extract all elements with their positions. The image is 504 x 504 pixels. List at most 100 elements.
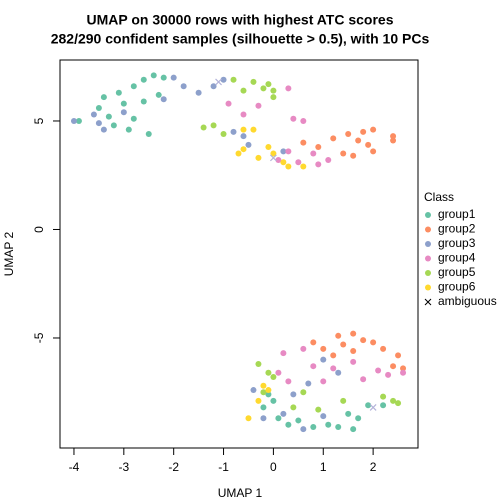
point <box>380 345 387 352</box>
legend-label: group6 <box>438 280 476 294</box>
point <box>240 133 247 140</box>
legend-label: group2 <box>438 222 476 236</box>
point <box>315 406 322 413</box>
point <box>220 76 227 83</box>
point <box>260 389 267 396</box>
point <box>270 397 277 404</box>
point <box>290 404 297 411</box>
point <box>365 141 372 148</box>
point <box>360 376 367 383</box>
point <box>250 78 257 85</box>
point <box>285 163 292 170</box>
point <box>335 423 342 430</box>
point <box>240 111 247 118</box>
point <box>240 87 247 94</box>
point <box>265 81 272 88</box>
point <box>210 122 217 129</box>
point <box>115 89 122 96</box>
x-axis-label: UMAP 1 <box>218 486 263 500</box>
point <box>305 380 312 387</box>
point <box>260 85 267 92</box>
point <box>260 382 267 389</box>
point <box>390 137 397 144</box>
x-tick-label: -3 <box>118 460 129 474</box>
point <box>95 104 102 111</box>
point <box>280 350 287 357</box>
point <box>245 141 252 148</box>
point <box>230 128 237 135</box>
point <box>295 417 302 424</box>
point <box>310 339 317 346</box>
point <box>125 126 132 133</box>
point <box>340 341 347 348</box>
point <box>380 393 387 400</box>
point <box>360 128 367 135</box>
point <box>370 148 377 155</box>
point <box>370 126 377 133</box>
legend-label: group5 <box>438 265 476 279</box>
point <box>270 94 277 101</box>
point <box>340 150 347 157</box>
point <box>105 113 112 120</box>
legend-marker <box>425 270 431 276</box>
x-tick-label: -2 <box>168 460 179 474</box>
point <box>275 415 282 422</box>
point <box>170 74 177 81</box>
point <box>315 144 322 151</box>
point <box>310 423 317 430</box>
point <box>310 150 317 157</box>
x-tick-label: 2 <box>370 460 377 474</box>
point <box>260 404 267 411</box>
point <box>140 98 147 105</box>
point <box>295 159 302 166</box>
point <box>130 115 137 122</box>
point <box>285 421 292 428</box>
point <box>220 130 227 137</box>
legend-label: group1 <box>438 207 476 221</box>
chart-title: UMAP on 30000 rows with highest ATC scor… <box>86 12 393 28</box>
point <box>320 378 327 385</box>
point <box>240 146 247 153</box>
point <box>390 363 397 370</box>
point <box>320 413 327 420</box>
point <box>315 161 322 168</box>
point <box>255 361 262 368</box>
point <box>395 352 402 359</box>
point <box>270 150 277 157</box>
point <box>250 126 257 133</box>
chart-subtitle: 282/290 confident samples (silhouette > … <box>51 31 430 47</box>
point <box>265 144 272 151</box>
point <box>260 415 267 422</box>
point <box>265 387 272 394</box>
point <box>325 157 332 164</box>
legend-label: ambiguous <box>438 294 497 308</box>
point <box>225 100 232 107</box>
point <box>300 139 307 146</box>
legend-marker <box>425 241 431 247</box>
point <box>340 397 347 404</box>
legend-marker <box>425 255 431 262</box>
point <box>200 124 207 131</box>
point <box>155 91 162 98</box>
legend-label: group3 <box>438 236 476 250</box>
point <box>335 332 342 339</box>
point <box>255 397 262 404</box>
point <box>350 358 357 365</box>
point <box>95 120 102 127</box>
point <box>300 345 307 352</box>
point <box>75 117 82 124</box>
legend-title: Class <box>424 190 454 204</box>
point <box>380 402 387 409</box>
point <box>290 391 297 398</box>
point <box>120 100 127 107</box>
point <box>275 369 282 376</box>
point <box>335 369 342 376</box>
point <box>130 83 137 90</box>
point <box>325 421 332 428</box>
point <box>230 76 237 83</box>
point <box>265 369 272 376</box>
legend-marker <box>425 212 431 218</box>
point <box>120 109 127 116</box>
